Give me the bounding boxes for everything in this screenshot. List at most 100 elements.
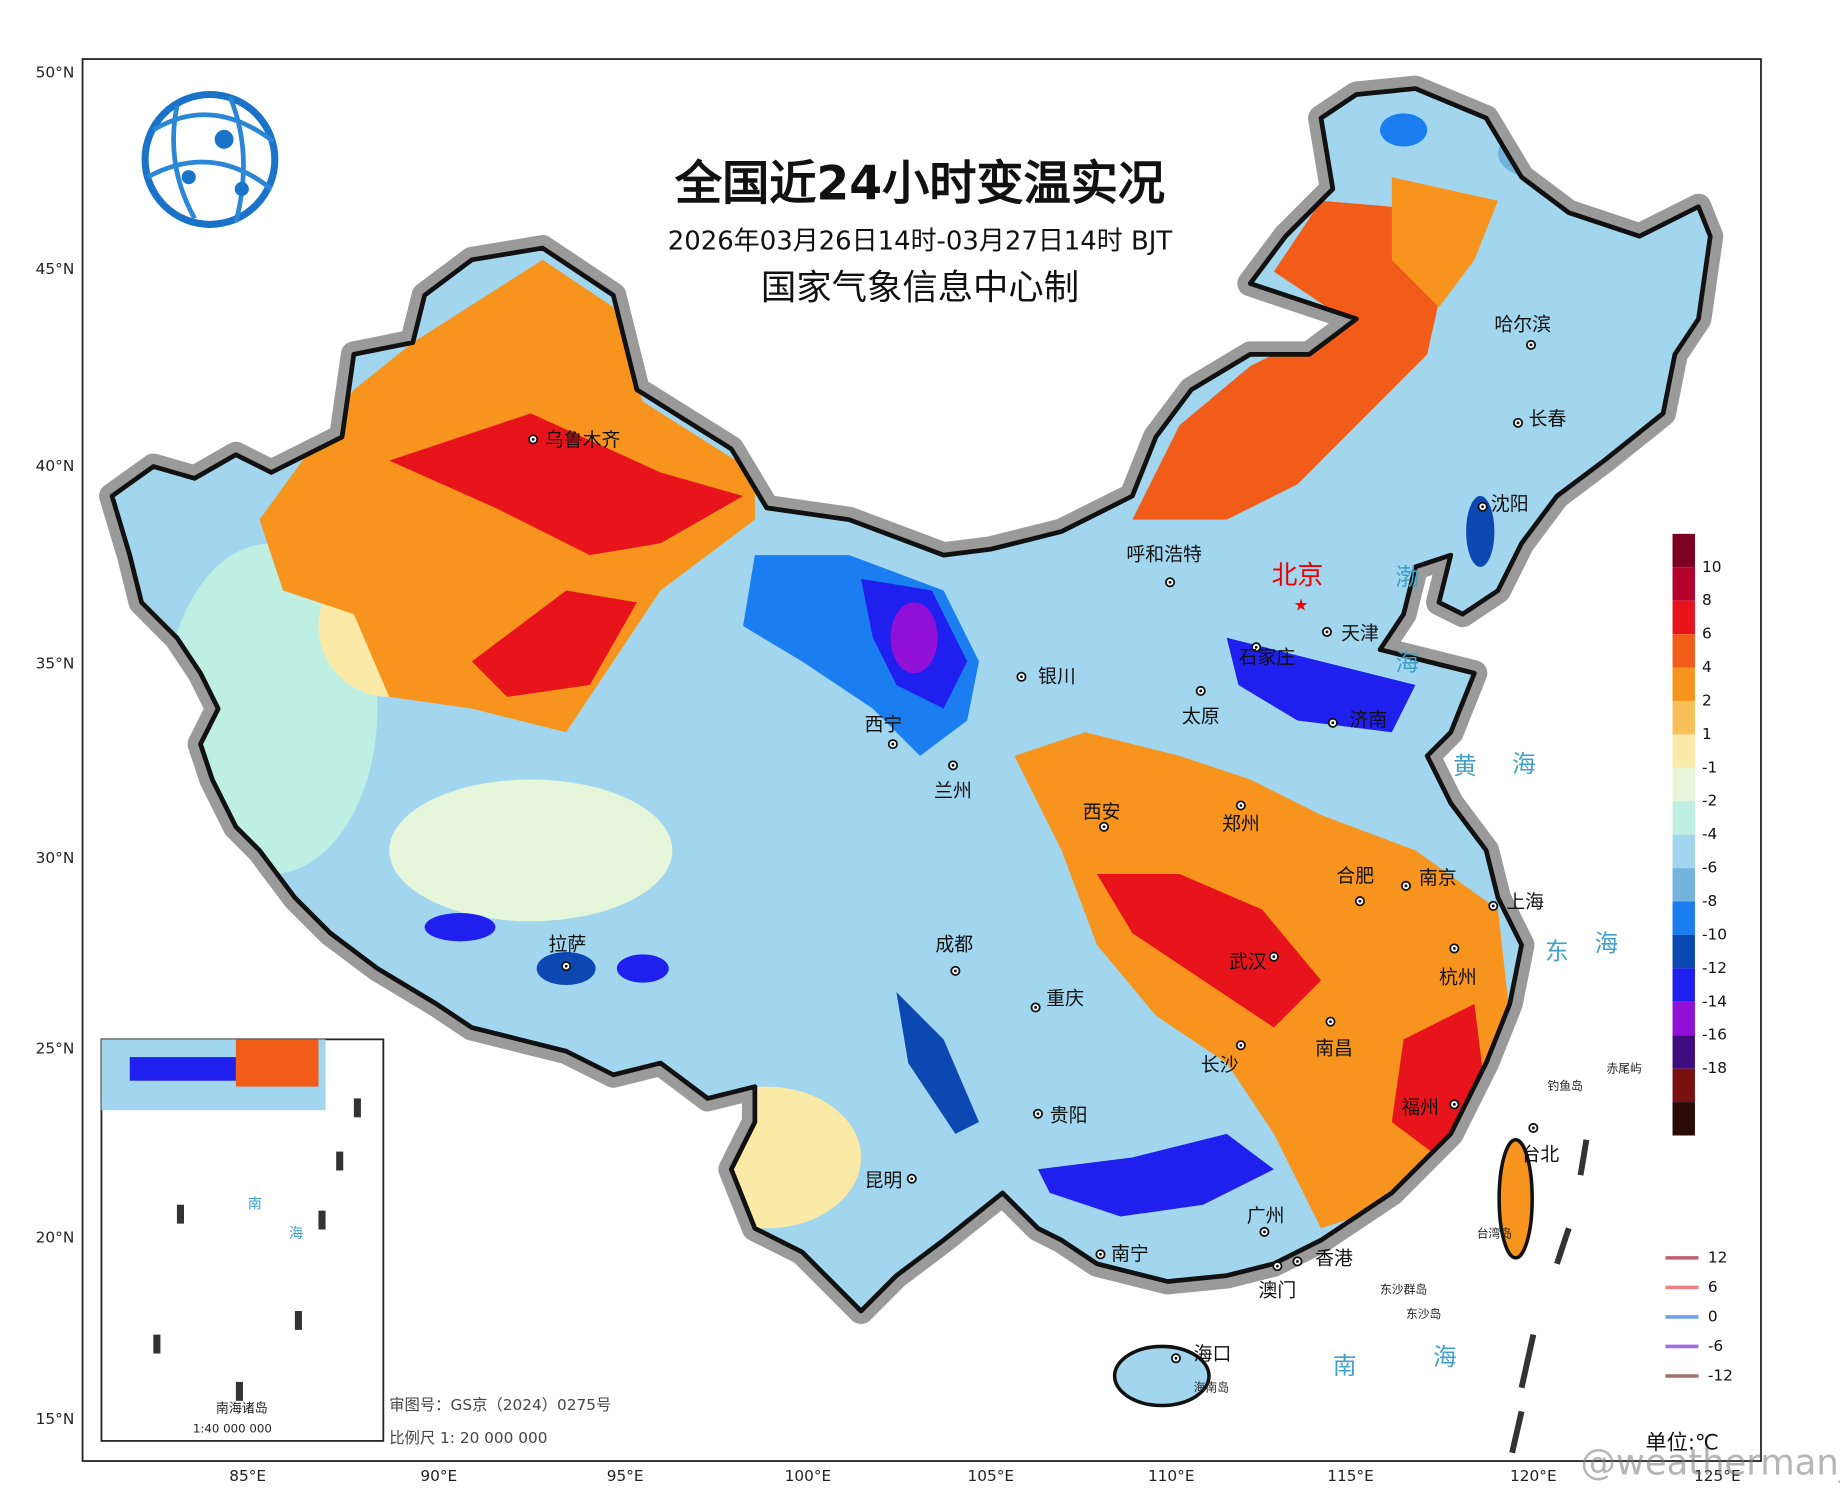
city-label: 济南 [1349,709,1387,731]
city-dot-center [1199,689,1203,693]
city-dot-center [1239,1043,1243,1047]
sea-label: 南 [1333,1352,1357,1380]
contour-label: -12 [1708,1366,1733,1384]
unit: 单位:℃ [1645,1430,1718,1455]
inset-scale: 1:40 000 000 [193,1422,272,1436]
city-dot-center [1331,721,1335,725]
lon-label: 95°E [607,1467,644,1485]
city-label: 长沙 [1201,1054,1239,1076]
lat-label: 20°N [36,1228,75,1246]
lon-label: 110°E [1148,1467,1195,1485]
city-label: 长春 [1529,408,1567,430]
city-label: 贵阳 [1050,1105,1088,1127]
city-label: 南昌 [1315,1037,1353,1059]
sea-label: 东 [1545,938,1569,966]
city-dot-center [1531,1126,1535,1130]
city-label: 重庆 [1046,988,1084,1010]
legend-swatch [1672,567,1695,601]
city-label: 兰州 [934,780,972,802]
city-dot-center [1358,899,1362,903]
contour-label: -6 [1708,1337,1723,1355]
sea-label: 黄 [1453,752,1477,780]
city-label: 上海 [1506,891,1544,913]
city-label: 西宁 [865,714,903,736]
island-label: 钓鱼岛 [1548,1079,1583,1093]
legend-swatch [1672,934,1695,969]
nine-dash [1509,1410,1525,1454]
lon-label: 90°E [420,1467,457,1485]
legend-swatch [1672,801,1695,835]
field-area [1391,177,1498,308]
national-border [109,86,1713,1314]
field-patch [1380,113,1428,147]
capital-star: ★ [1294,595,1309,614]
city-label: 福州 [1401,1096,1439,1118]
city-dot-center [1099,1252,1102,1256]
city-dot-center [1529,343,1533,347]
city-label: 昆明 [865,1170,903,1192]
legend-swatch [1672,600,1695,635]
city-dot-center [1239,804,1243,807]
legend-label: -16 [1702,1026,1727,1044]
lat-label: 15°N [36,1410,75,1428]
sea-label: 海 [1395,648,1419,676]
city-dot-center [1325,630,1329,634]
sea-label: 海 [1433,1343,1457,1371]
city-dot-center [1254,645,1258,649]
legend-label: -2 [1702,792,1717,810]
island-label: 东沙岛 [1406,1307,1441,1321]
legend-swatch [1672,700,1695,735]
city-label: 乌鲁木齐 [545,429,621,451]
contour-label: 12 [1708,1248,1728,1266]
city-label: 天津 [1341,623,1379,645]
lon-label: 120°E [1510,1467,1557,1485]
city-label: 沈阳 [1491,493,1529,515]
city-label: 合肥 [1336,865,1374,887]
lat-label: 25°N [36,1039,75,1057]
map-frame [81,58,1762,1462]
legend-label: -8 [1702,892,1717,910]
city-dot-center [531,437,535,441]
taiwan [1497,1137,1534,1260]
lat-label: 40°N [36,457,75,475]
city-dot-center [910,1177,914,1181]
legend-swatch [1672,767,1695,802]
sea-label: 海 [1512,750,1536,778]
inset-sea: 南 [248,1197,262,1213]
island-label: 台湾岛 [1477,1227,1512,1241]
contour-label: 0 [1708,1307,1718,1325]
lat-label: 50°N [36,64,75,82]
inset-sea: 海 [289,1226,303,1242]
sea-label: 海 [1595,929,1619,957]
city-dot-center [1174,1356,1178,1360]
lon-label: 125°E [1694,1467,1741,1485]
nine-dash [1577,1139,1590,1176]
field-patch [890,602,938,674]
city-label: 太原 [1182,705,1220,727]
inset-dash [294,1311,302,1330]
inset-dash [235,1381,243,1401]
lon-label: 115°E [1327,1467,1374,1485]
scale-text: 比例尺 1: 20 000 000 [389,1429,547,1447]
subtitle: 2026年03月26日14时-03月27日14时 BJT [668,227,1173,257]
field-area [1037,1133,1274,1217]
city-label: 哈尔滨 [1494,313,1551,335]
inset-dash [353,1098,361,1118]
inset-cold [129,1057,236,1081]
city-label: 杭州 [1439,966,1477,988]
legend-swatch [1672,634,1695,668]
legend-label: -6 [1702,859,1717,877]
legend-label: -14 [1702,992,1727,1010]
inset-dash [318,1210,326,1230]
island-label: 东沙群岛 [1380,1282,1427,1296]
legend-label: 6 [1702,625,1712,643]
lat-label: 45°N [36,260,75,278]
legend-label: 4 [1702,658,1712,676]
legend-label: -18 [1702,1059,1727,1077]
producer: 国家气象信息中心制 [761,267,1079,308]
city-dot-center [1168,580,1172,584]
lon-label: 105°E [967,1467,1014,1485]
city-label: 呼和浩特 [1126,544,1202,566]
sea-label: 渤 [1395,563,1419,591]
field-area [471,590,637,697]
